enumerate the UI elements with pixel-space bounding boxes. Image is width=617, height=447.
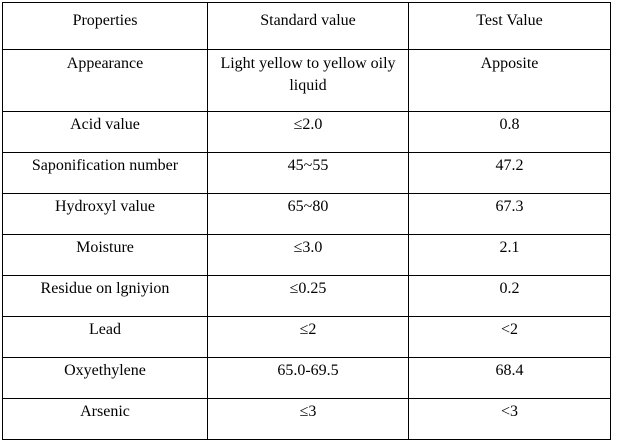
- test-value-cell: 0.8: [408, 111, 611, 153]
- table-row: Moisture ≤3.0 2.1: [2, 234, 611, 276]
- standard-value-cell: ≤2.0: [207, 111, 409, 153]
- header-test-value: Test Value: [408, 2, 611, 50]
- property-cell: Lead: [2, 316, 208, 358]
- property-cell: Acid value: [2, 111, 208, 153]
- test-value-cell: 0.2: [408, 275, 611, 317]
- standard-value-cell: 45~55: [207, 152, 409, 194]
- property-cell: Arsenic: [2, 398, 208, 440]
- table-row: Arsenic ≤3 <3: [2, 398, 611, 440]
- test-value-cell: 47.2: [408, 152, 611, 194]
- property-cell: Saponification number: [2, 152, 208, 194]
- standard-value-cell: ≤3: [207, 398, 409, 440]
- property-cell: Appearance: [2, 49, 208, 112]
- property-cell: Residue on lgniyion: [2, 275, 208, 317]
- table-row: Saponification number 45~55 47.2: [2, 152, 611, 194]
- standard-value-cell: ≤0.25: [207, 275, 409, 317]
- test-value-cell: 67.3: [408, 193, 611, 235]
- header-properties: Properties: [2, 2, 208, 50]
- test-value-cell: <2: [408, 316, 611, 358]
- test-value-cell: 2.1: [408, 234, 611, 276]
- property-cell: Moisture: [2, 234, 208, 276]
- standard-value-cell: ≤2: [207, 316, 409, 358]
- property-cell: Oxyethylene: [2, 357, 208, 399]
- table-header-row: Properties Standard value Test Value: [2, 2, 611, 50]
- test-value-cell: 68.4: [408, 357, 611, 399]
- table-row: Residue on lgniyion ≤0.25 0.2: [2, 275, 611, 317]
- table-row: Appearance Light yellow to yellow oily l…: [2, 49, 611, 112]
- standard-value-cell: 65.0-69.5: [207, 357, 409, 399]
- standard-value-cell: Light yellow to yellow oily liquid: [207, 49, 409, 112]
- standard-value-cell: ≤3.0: [207, 234, 409, 276]
- properties-table: Properties Standard value Test Value App…: [2, 2, 611, 440]
- test-value-cell: Apposite: [408, 49, 611, 112]
- table-row: Acid value ≤2.0 0.8: [2, 111, 611, 153]
- property-cell: Hydroxyl value: [2, 193, 208, 235]
- test-value-cell: <3: [408, 398, 611, 440]
- table-row: Oxyethylene 65.0-69.5 68.4: [2, 357, 611, 399]
- table-row: Hydroxyl value 65~80 67.3: [2, 193, 611, 235]
- table-row: Lead ≤2 <2: [2, 316, 611, 358]
- header-standard-value: Standard value: [207, 2, 409, 50]
- standard-value-cell: 65~80: [207, 193, 409, 235]
